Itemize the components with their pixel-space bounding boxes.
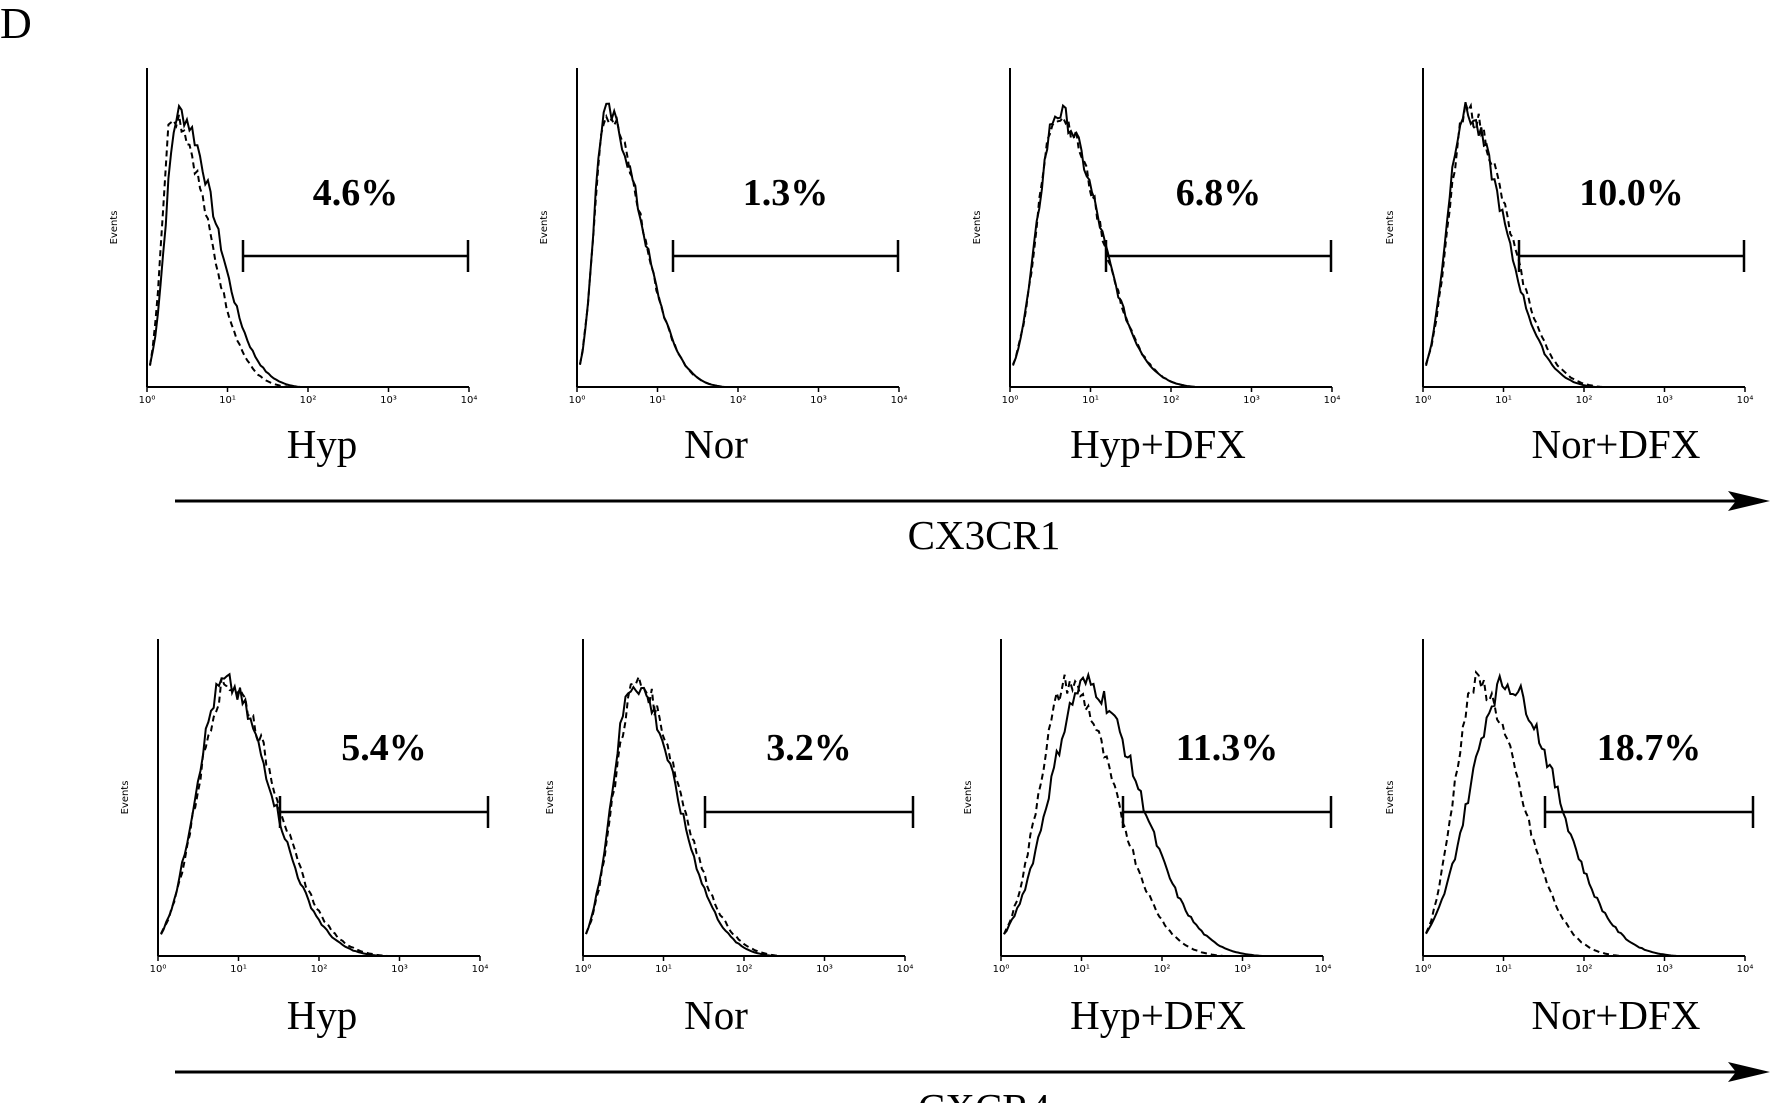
y-axis-label: Events [120, 781, 131, 815]
panel-label: D [0, 0, 32, 48]
x-tick-label: 10⁴ [891, 395, 908, 406]
x-tick-label: 10² [311, 964, 328, 975]
x-tick-label: 10² [730, 395, 747, 406]
x-tick-label: 10⁰ [139, 395, 156, 406]
dashed-curve [1003, 674, 1320, 957]
dashed-curve [160, 677, 477, 957]
x-tick-label: 10⁴ [472, 964, 489, 975]
x-tick-label: 10³ [810, 395, 827, 406]
x-tick-label: 10¹ [1082, 395, 1099, 406]
x-tick-label: 10² [736, 964, 753, 975]
x-tick-label: 10⁴ [1737, 964, 1754, 975]
x-tick-label: 10² [300, 395, 317, 406]
solid-curve [1012, 103, 1329, 388]
y-axis-label: Events [545, 781, 556, 815]
gate-percent: 3.2% [766, 727, 852, 769]
x-tick-label: 10¹ [1073, 964, 1090, 975]
x-tick-label: 10¹ [1495, 395, 1512, 406]
y-axis-label: Events [972, 211, 983, 245]
gate-percent: 1.3% [743, 172, 829, 214]
x-tick-label: 10² [1576, 964, 1593, 975]
gate-percent: 5.4% [341, 727, 427, 769]
arrow-head [1728, 491, 1770, 511]
panel-condition: Hyp [287, 421, 358, 467]
marker-name: CX3CR1 [908, 512, 1061, 558]
panel-condition: Nor+DFX [1532, 421, 1701, 467]
x-tick-label: 10³ [1234, 964, 1251, 975]
x-tick-label: 10⁰ [1002, 395, 1019, 406]
y-axis-label: Events [1385, 781, 1396, 815]
panel-condition: Hyp+DFX [1070, 421, 1246, 467]
dashed-curve [1425, 669, 1742, 957]
solid-curve [579, 102, 896, 388]
panel-condition: Nor [684, 992, 748, 1038]
x-tick-label: 10² [1576, 395, 1593, 406]
x-tick-label: 10¹ [230, 964, 247, 975]
gate-percent: 11.3% [1176, 727, 1278, 769]
x-tick-label: 10³ [391, 964, 408, 975]
gate-percent: 6.8% [1176, 172, 1262, 214]
x-tick-label: 10³ [1656, 964, 1673, 975]
dashed-curve [1425, 102, 1742, 388]
x-tick-label: 10¹ [219, 395, 236, 406]
panel-condition: Nor+DFX [1532, 992, 1701, 1038]
dashed-curve [585, 673, 902, 957]
solid-curve [1425, 102, 1742, 388]
x-tick-label: 10¹ [1495, 964, 1512, 975]
x-tick-label: 10⁰ [1415, 395, 1432, 406]
solid-curve [585, 685, 902, 957]
y-axis-label: Events [1385, 211, 1396, 245]
x-tick-label: 10⁴ [1324, 395, 1341, 406]
dashed-curve [579, 113, 896, 388]
x-tick-label: 10⁴ [461, 395, 478, 406]
x-tick-label: 10³ [816, 964, 833, 975]
gate-percent: 18.7% [1597, 727, 1702, 769]
arrow-head [1728, 1062, 1770, 1082]
y-axis-label: Events [109, 211, 120, 245]
x-tick-label: 10¹ [655, 964, 672, 975]
x-tick-label: 10⁰ [1415, 964, 1432, 975]
x-tick-label: 10³ [380, 395, 397, 406]
x-tick-label: 10³ [1243, 395, 1260, 406]
solid-curve [160, 672, 477, 957]
solid-curve [1425, 672, 1742, 957]
y-axis-label: Events [963, 781, 974, 815]
gate-percent: 10.0% [1579, 172, 1684, 214]
panel-condition: Hyp+DFX [1070, 992, 1246, 1038]
x-tick-label: 10² [1163, 395, 1180, 406]
dashed-curve [149, 114, 466, 388]
y-axis-label: Events [539, 211, 550, 245]
x-tick-label: 10⁰ [993, 964, 1010, 975]
x-tick-label: 10⁴ [897, 964, 914, 975]
x-tick-label: 10³ [1656, 395, 1673, 406]
x-tick-label: 10⁴ [1737, 395, 1754, 406]
gate-percent: 4.6% [313, 172, 399, 214]
panel-condition: Hyp [287, 992, 358, 1038]
x-tick-label: 10⁰ [569, 395, 586, 406]
x-tick-label: 10⁰ [150, 964, 167, 975]
x-tick-label: 10¹ [649, 395, 666, 406]
x-tick-label: 10⁴ [1315, 964, 1332, 975]
x-tick-label: 10² [1154, 964, 1171, 975]
x-tick-label: 10⁰ [575, 964, 592, 975]
panel-condition: Nor [684, 421, 748, 467]
marker-name: CXCR4 [918, 1085, 1050, 1103]
solid-curve [149, 103, 466, 388]
dashed-curve [1012, 115, 1329, 388]
solid-curve [1003, 671, 1320, 957]
